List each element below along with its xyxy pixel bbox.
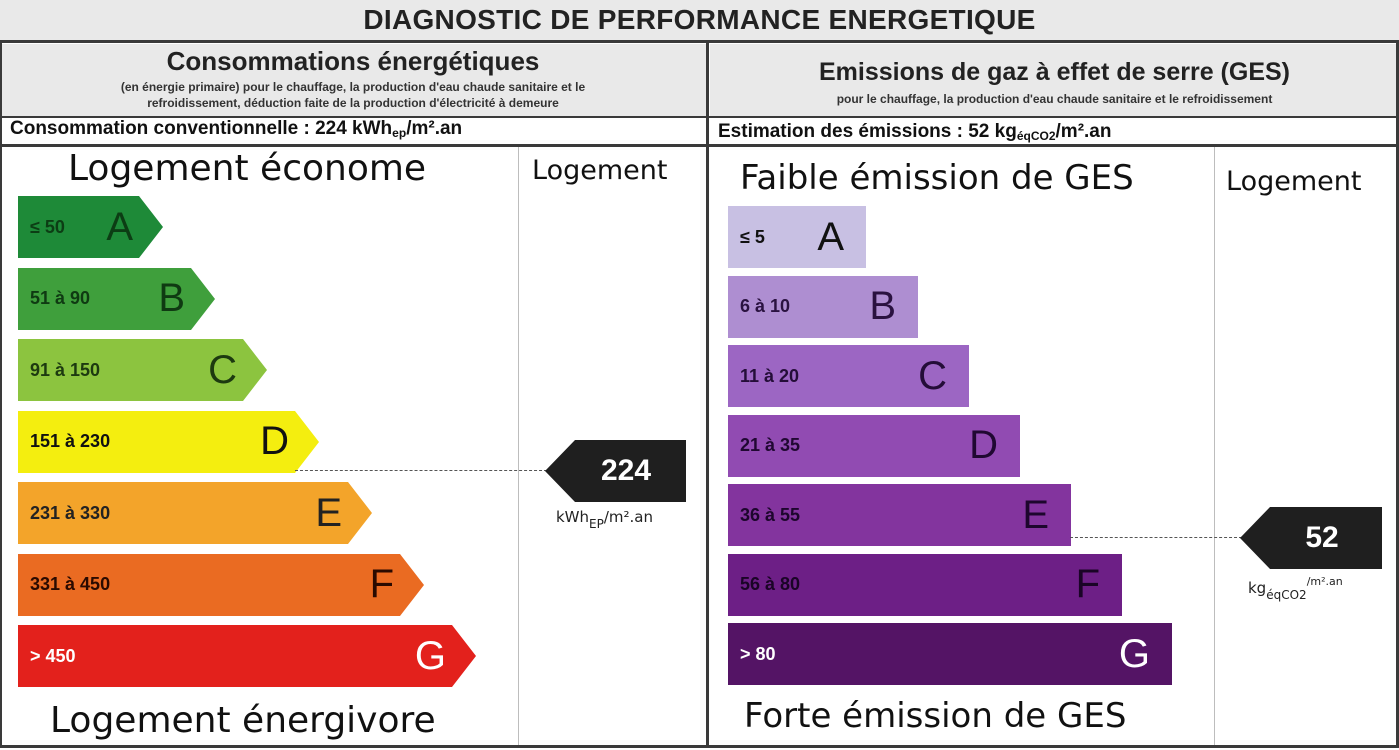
ges-class-letter: C xyxy=(918,353,947,398)
ges-class-letter: E xyxy=(1022,492,1049,537)
page-title: DIAGNOSTIC DE PERFORMANCE ENERGETIQUE xyxy=(363,4,1036,35)
energy-value: 224 xyxy=(600,454,652,487)
ges-class-range: 56 à 80 xyxy=(740,574,801,594)
energy-class-range: 51 à 90 xyxy=(30,288,91,308)
frame-right xyxy=(1396,40,1399,748)
ges-class-g: > 80 G xyxy=(728,623,1172,685)
ges-heading: Emissions de gaz à effet de serre (GES) xyxy=(819,58,1290,86)
energy-conso-line: Consommation conventionnelle : 224 kWhep… xyxy=(10,118,462,140)
ges-unit-main: kg xyxy=(1248,579,1267,597)
energy-class-range: > 450 xyxy=(30,645,76,666)
energy-marker-arrow xyxy=(545,440,686,502)
ges-column-label: Logement xyxy=(1226,166,1362,197)
energy-unit: kWhEP/m².an xyxy=(556,508,653,531)
energy-class-a-shape xyxy=(18,196,163,258)
ges-class-c: 11 à 20 C xyxy=(728,345,969,407)
energy-unit-suffix: /m².an xyxy=(603,508,654,526)
energy-class-f: 331 à 450 F xyxy=(18,553,424,616)
ges-value: 52 xyxy=(1305,521,1339,554)
ges-class-letter: B xyxy=(869,284,896,328)
ges-estimation-line: Estimation des émissions : 52 kgéqCO2/m²… xyxy=(718,121,1111,143)
ges-marker-arrow xyxy=(1240,507,1382,569)
ges-header-band xyxy=(710,44,1399,116)
ges-class-letter: G xyxy=(1118,631,1150,676)
ges-unit: kgéqCO2/m².an xyxy=(1248,575,1343,602)
energy-bottom-label: Logement énergivore xyxy=(50,700,436,741)
ges-estimation-sub: éqCO2 xyxy=(1016,129,1056,143)
frame-top xyxy=(0,40,1399,43)
energy-conso-sub: ep xyxy=(392,126,407,140)
energy-class-range: 151 à 230 xyxy=(30,431,111,451)
energy-class-letter: G xyxy=(414,633,446,678)
energy-heading: Consommations énergétiques xyxy=(166,46,540,76)
frame-row-divider xyxy=(0,116,1399,118)
energy-marker-leader xyxy=(295,470,547,471)
ges-unit-sub: éqCO2 xyxy=(1266,588,1307,602)
ges-class-range: 21 à 35 xyxy=(740,435,801,455)
frame-center xyxy=(706,40,709,748)
title-band xyxy=(0,0,1399,40)
ges-marker: 52 xyxy=(1240,507,1382,569)
energy-subheading-1: (en énergie primaire) pour le chauffage,… xyxy=(120,80,586,94)
ges-class-a: ≤ 5 A xyxy=(728,206,866,268)
energy-class-d-shape xyxy=(18,410,319,473)
energy-marker: 224 xyxy=(545,440,686,502)
energy-unit-main: kWh xyxy=(556,508,590,526)
ges-class-range: 6 à 10 xyxy=(740,296,791,316)
energy-column-separator xyxy=(518,147,519,745)
energy-class-range: ≤ 50 xyxy=(30,216,65,237)
energy-class-f-shape xyxy=(18,553,424,616)
ges-class-letter: A xyxy=(817,214,844,259)
energy-top-label: Logement économe xyxy=(68,148,427,189)
energy-class-b: 51 à 90 B xyxy=(18,267,215,330)
energy-class-a: ≤ 50 A xyxy=(18,196,163,258)
ges-unit-suffix: /m².an xyxy=(1306,575,1343,588)
ges-estimation-label: Estimation des émissions : 52 kg xyxy=(718,121,1017,142)
ges-class-e: 36 à 55 E xyxy=(728,484,1071,546)
energy-class-g: > 450 G xyxy=(18,625,476,687)
frame-left xyxy=(0,40,2,748)
energy-class-b-shape xyxy=(18,267,215,330)
ges-bottom-label: Forte émission de GES xyxy=(744,696,1127,736)
energy-class-c-shape xyxy=(18,339,267,401)
energy-class-c: 91 à 150 C xyxy=(18,339,267,401)
energy-header-band xyxy=(0,44,706,116)
ges-class-d: 21 à 35 D xyxy=(728,414,1020,477)
energy-subheading-2: refroidissement, déduction faite de la p… xyxy=(147,96,559,110)
energy-conso-label: Consommation conventionnelle : 224 kWh xyxy=(10,118,393,139)
frame-bottom xyxy=(0,745,1399,748)
energy-column-label: Logement xyxy=(532,155,668,186)
energy-class-letter: B xyxy=(158,276,185,320)
energy-class-g-shape xyxy=(18,625,476,687)
energy-class-letter: C xyxy=(208,347,237,392)
energy-class-letter: D xyxy=(260,419,289,463)
ges-marker-leader xyxy=(1070,537,1242,538)
ges-class-range: > 80 xyxy=(740,643,776,664)
frame-body-top xyxy=(0,144,1399,147)
energy-class-range: 91 à 150 xyxy=(30,359,101,380)
ges-class-letter: F xyxy=(1075,562,1100,606)
energy-class-range: 231 à 330 xyxy=(30,502,111,523)
energy-class-letter: E xyxy=(315,490,342,535)
ges-class-b: 6 à 10 B xyxy=(728,275,918,338)
energy-class-e-shape xyxy=(18,482,372,544)
energy-conso-suffix: /m².an xyxy=(406,118,463,139)
ges-class-range: 11 à 20 xyxy=(740,365,800,386)
energy-class-d: 151 à 230 D xyxy=(18,410,319,473)
ges-class-range: 36 à 55 xyxy=(740,504,801,525)
ges-class-letter: D xyxy=(969,423,998,467)
ges-class-range: ≤ 5 xyxy=(740,226,765,247)
ges-top-label: Faible émission de GES xyxy=(740,158,1134,198)
ges-estimation-suffix: /m².an xyxy=(1055,121,1112,142)
energy-class-e: 231 à 330 E xyxy=(18,482,372,544)
energy-class-letter: A xyxy=(106,204,133,249)
ges-class-f: 56 à 80 F xyxy=(728,553,1122,616)
energy-unit-sub: EP xyxy=(589,517,604,531)
ges-column-separator xyxy=(1214,147,1215,745)
energy-class-letter: F xyxy=(369,562,394,606)
energy-class-range: 331 à 450 xyxy=(30,574,111,594)
ges-subheading: pour le chauffage, la production d'eau c… xyxy=(836,92,1273,106)
